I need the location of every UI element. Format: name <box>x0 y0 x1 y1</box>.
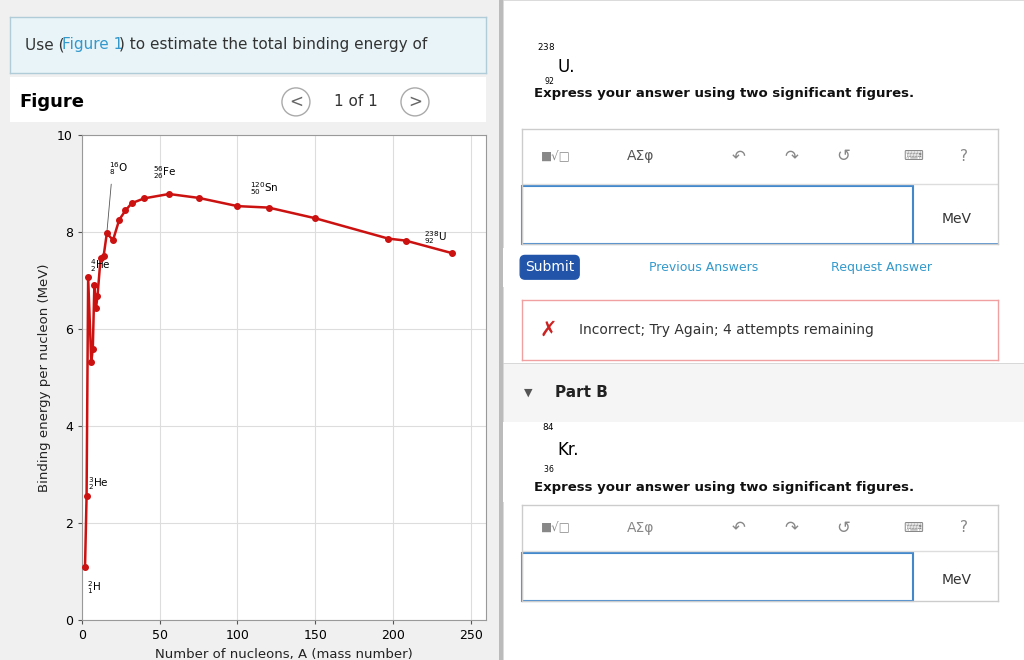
Point <box>444 248 461 259</box>
Text: $^{84}$: $^{84}$ <box>543 424 555 437</box>
Text: ↺: ↺ <box>837 519 850 537</box>
Text: >: > <box>408 93 422 111</box>
Text: MeV: MeV <box>941 212 971 226</box>
Text: $_{92}$: $_{92}$ <box>544 76 555 88</box>
Text: 1 of 1: 1 of 1 <box>334 94 377 110</box>
Text: ?: ? <box>961 149 969 164</box>
Text: Incorrect; Try Again; 4 attempts remaining: Incorrect; Try Again; 4 attempts remaini… <box>580 323 874 337</box>
Point <box>260 203 276 213</box>
Point <box>88 303 104 313</box>
Point <box>89 291 105 302</box>
Text: Use (: Use ( <box>25 37 65 52</box>
Text: ↶: ↶ <box>732 519 745 537</box>
Text: AΣφ: AΣφ <box>627 521 654 535</box>
Point <box>229 201 246 211</box>
Text: $^{238}$: $^{238}$ <box>537 43 555 56</box>
Text: $^{238}_{92}$U: $^{238}_{92}$U <box>424 229 447 246</box>
Text: ✗: ✗ <box>540 320 557 340</box>
Point <box>95 250 112 261</box>
Point <box>85 343 101 354</box>
Point <box>136 193 153 204</box>
Text: ■√□: ■√□ <box>542 150 571 163</box>
Text: $^{4}_{2}$He: $^{4}_{2}$He <box>90 257 111 273</box>
Point <box>307 213 324 224</box>
FancyBboxPatch shape <box>522 187 912 244</box>
Text: ) to estimate the total binding energy of: ) to estimate the total binding energy o… <box>119 37 427 52</box>
Text: ↷: ↷ <box>784 519 798 537</box>
Text: $^{120}_{50}$Sn: $^{120}_{50}$Sn <box>250 181 279 197</box>
Text: ⌨: ⌨ <box>903 521 924 535</box>
Text: MeV: MeV <box>941 572 971 587</box>
Point <box>92 253 109 263</box>
Text: Part B: Part B <box>555 385 608 400</box>
Text: Kr.: Kr. <box>557 441 579 459</box>
Point <box>124 198 140 209</box>
Point <box>83 356 99 367</box>
Text: Previous Answers: Previous Answers <box>649 261 758 274</box>
Point <box>190 193 207 203</box>
Text: ↶: ↶ <box>732 147 745 166</box>
Text: Express your answer using two significant figures.: Express your answer using two significan… <box>535 87 914 100</box>
Point <box>161 189 177 199</box>
Text: <: < <box>289 93 303 111</box>
Point <box>80 272 96 282</box>
Text: ▼: ▼ <box>523 387 532 398</box>
Point <box>77 561 93 572</box>
Text: ?: ? <box>961 520 969 535</box>
Point <box>79 490 95 501</box>
Point <box>98 228 115 238</box>
Text: Submit: Submit <box>525 260 574 275</box>
Point <box>380 234 396 244</box>
X-axis label: Number of nucleons, A (mass number): Number of nucleons, A (mass number) <box>156 648 413 660</box>
Text: Request Answer: Request Answer <box>831 261 932 274</box>
Text: ⌨: ⌨ <box>903 149 924 164</box>
Text: Express your answer using two significant figures.: Express your answer using two significan… <box>535 481 914 494</box>
Text: ↺: ↺ <box>837 147 850 166</box>
Text: $^{16}_{8}$O: $^{16}_{8}$O <box>110 160 128 176</box>
Point <box>111 214 127 225</box>
Text: ↷: ↷ <box>784 147 798 166</box>
Text: U.: U. <box>557 58 575 77</box>
Point <box>397 235 414 246</box>
Text: $^{2}_{1}$H: $^{2}_{1}$H <box>87 579 101 596</box>
Text: Figure 1: Figure 1 <box>61 37 123 52</box>
Text: $_{36}$: $_{36}$ <box>544 463 555 476</box>
Point <box>104 235 121 246</box>
FancyBboxPatch shape <box>522 553 912 601</box>
Text: AΣφ: AΣφ <box>627 149 654 164</box>
Y-axis label: Binding energy per nucleon (MeV): Binding energy per nucleon (MeV) <box>39 263 51 492</box>
Text: Figure: Figure <box>19 93 85 111</box>
Text: ■√□: ■√□ <box>542 521 571 535</box>
Point <box>86 279 102 290</box>
Text: $^{56}_{26}$Fe: $^{56}_{26}$Fe <box>154 164 177 182</box>
Text: $^{3}_{2}$He: $^{3}_{2}$He <box>88 475 109 492</box>
Point <box>118 205 134 216</box>
